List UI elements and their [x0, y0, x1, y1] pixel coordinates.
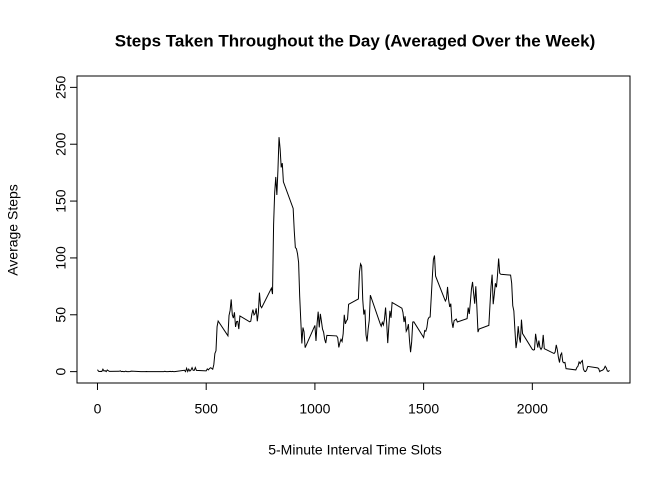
data-line: [97, 137, 610, 373]
y-tick-label: 100: [53, 246, 69, 270]
y-tick-label: 250: [53, 75, 69, 99]
y-tick-label: 150: [53, 189, 69, 213]
plot-box: [76, 75, 631, 384]
y-tick-label: 200: [53, 132, 69, 156]
x-tick-label: 500: [195, 401, 219, 417]
chart-title: Steps Taken Throughout the Day (Averaged…: [115, 31, 596, 50]
x-tick-label: 0: [94, 401, 102, 417]
x-tick-label: 1500: [408, 401, 439, 417]
y-tick-label: 50: [53, 307, 69, 323]
x-axis-label: 5-Minute Interval Time Slots: [268, 442, 442, 458]
y-axis-label: Average Steps: [5, 184, 21, 276]
x-tick-label: 2000: [517, 401, 548, 417]
y-tick-label: 0: [53, 368, 69, 376]
x-tick-label: 1000: [299, 401, 330, 417]
